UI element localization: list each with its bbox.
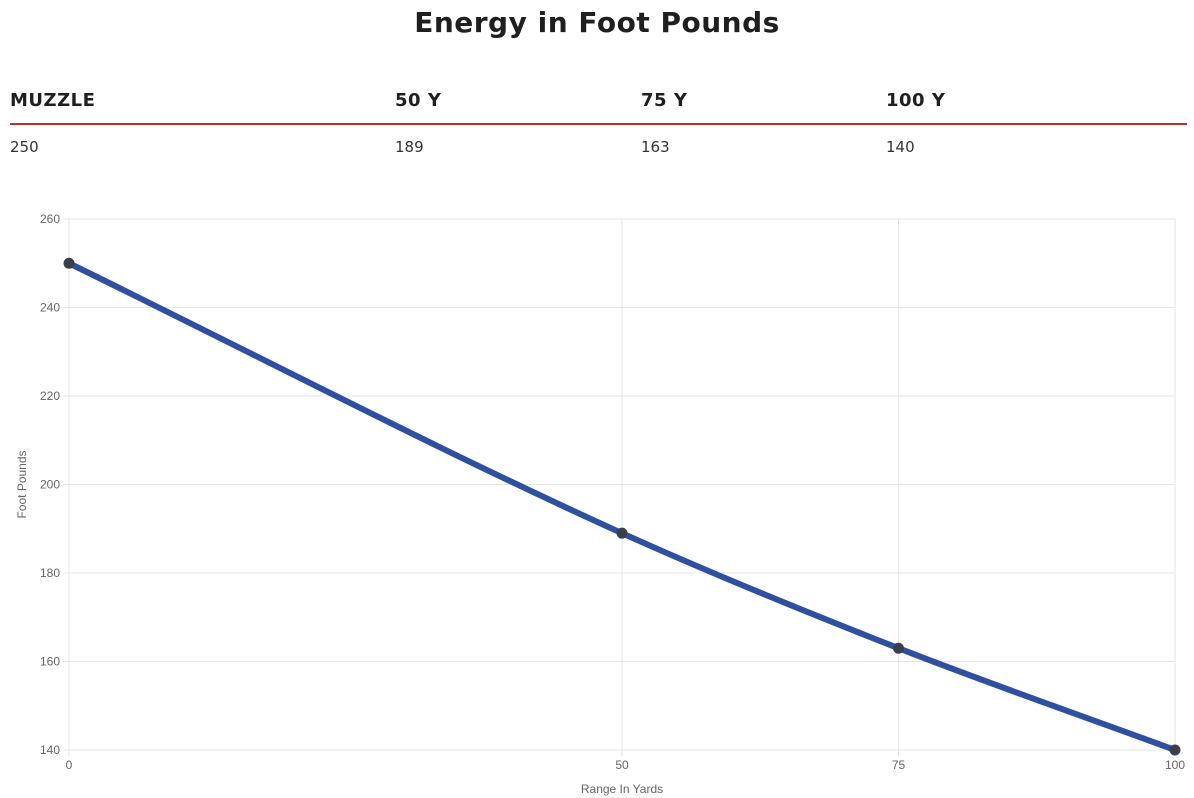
y-tick-label: 140 [40,743,60,757]
chart-grid [68,218,1176,751]
chart-series [63,257,1181,756]
value-muzzle: 250 [10,138,39,156]
series-line [66,260,1178,753]
y-tick-label: 160 [40,655,60,669]
value-100-yards: 140 [886,138,915,156]
value-75-yards: 163 [641,138,670,156]
y-tick-label: 220 [40,389,60,403]
y-tick-label: 240 [40,301,60,315]
x-tick-label: 0 [66,758,73,772]
header-75-yards: 75 Y [641,90,688,111]
data-point[interactable] [63,257,75,269]
energy-table-header: MUZZLE 50 Y 75 Y 100 Y [0,90,1194,114]
x-tick-label: 100 [1165,758,1185,772]
y-tick-label: 200 [40,478,60,492]
data-point[interactable] [616,527,628,539]
energy-line-chart: 260 240 220 200 180 160 140 0 50 75 100 Range In Y… [15,212,1185,796]
data-point[interactable] [893,642,904,654]
page-title: Energy in Foot Pounds [414,6,780,39]
header-divider [10,123,1187,125]
chart-axes: 260 240 220 200 180 160 140 0 50 75 100 [40,212,1185,772]
y-tick-label: 180 [40,566,60,580]
y-tick-label: 260 [40,212,60,226]
header-50-yards: 50 Y [395,90,442,111]
header-100-yards: 100 Y [886,90,946,111]
y-axis-title: Foot Pounds [15,450,29,518]
x-tick-label: 75 [892,758,906,772]
header-muzzle: MUZZLE [10,90,96,111]
data-point[interactable] [1169,744,1181,756]
x-axis-title: Range In Yards [581,782,663,796]
value-50-yards: 189 [395,138,424,156]
x-tick-label: 50 [615,758,629,772]
energy-table-row: 250 189 163 140 [0,138,1194,160]
